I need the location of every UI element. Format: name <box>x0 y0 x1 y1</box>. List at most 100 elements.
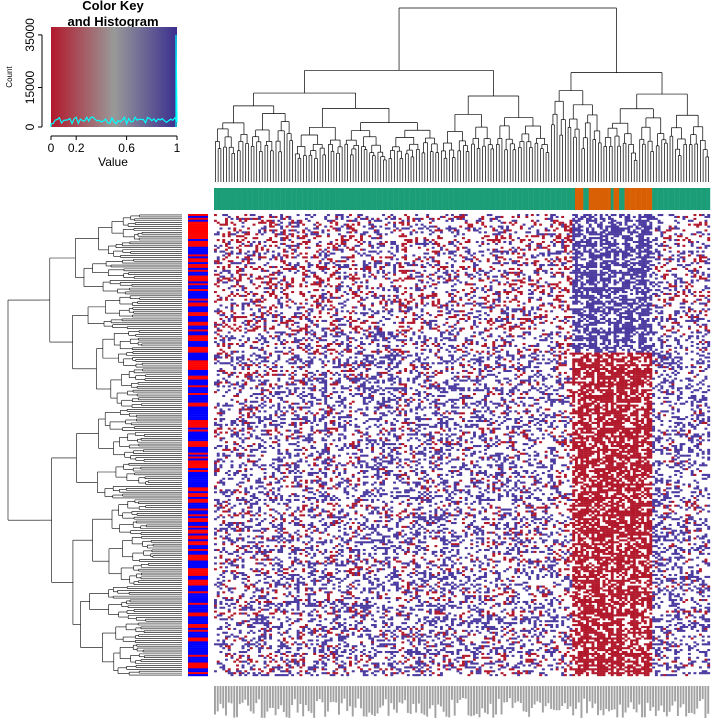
column-side-cell <box>632 188 636 210</box>
heatmap-cell <box>249 291 253 294</box>
heatmap-cell <box>497 233 501 236</box>
heatmap-cell <box>373 237 377 240</box>
heatmap-cell <box>302 271 306 274</box>
heatmap-cell <box>351 223 355 226</box>
heatmap-cell <box>608 269 611 272</box>
heatmap-cell <box>558 267 562 270</box>
column-side-cell <box>357 188 361 210</box>
heatmap-cell <box>329 308 333 311</box>
heatmap-cell <box>506 229 509 232</box>
heatmap-cell <box>478 269 482 272</box>
heatmap-cell <box>643 296 647 299</box>
heatmap-cell <box>445 248 449 251</box>
heatmap-cell <box>437 281 441 284</box>
heatmap-cell <box>324 271 328 274</box>
heatmap-cell <box>654 289 658 292</box>
heatmap-cell <box>613 269 617 272</box>
heatmap-cell <box>701 254 705 257</box>
heatmap-cell <box>597 223 600 226</box>
heatmap-cell <box>233 229 237 232</box>
heatmap-cell <box>236 292 239 296</box>
heatmap-cell <box>448 252 452 255</box>
heatmap-cell <box>547 302 551 305</box>
heatmap-cell <box>285 283 289 286</box>
heatmap-cell <box>236 304 239 307</box>
heatmap-cell <box>536 235 540 238</box>
heatmap-cell <box>550 217 554 220</box>
heatmap-cell <box>249 262 253 265</box>
heatmap-cell <box>409 275 413 278</box>
heatmap-cell <box>346 258 350 261</box>
heatmap-cell <box>660 281 664 284</box>
heatmap-cell <box>252 283 256 286</box>
heatmap-cell <box>586 231 589 234</box>
heatmap-cell <box>459 298 463 301</box>
heatmap-cell <box>707 214 711 217</box>
heatmap-cell <box>641 256 645 259</box>
heatmap-cell <box>398 235 402 238</box>
heatmap-cell <box>608 246 611 249</box>
heatmap-cell <box>594 242 598 245</box>
heatmap-cell <box>324 217 328 220</box>
heatmap-cell <box>500 256 504 259</box>
heatmap-cell <box>572 227 576 230</box>
heatmap-cell <box>649 260 653 263</box>
heatmap-cell <box>371 246 374 249</box>
heatmap-cell <box>503 229 507 232</box>
heatmap-cell <box>583 269 587 272</box>
heatmap-cell <box>635 240 639 244</box>
column-side-cell <box>266 188 270 210</box>
heatmap-cell <box>296 246 300 249</box>
heatmap-cell <box>230 246 234 249</box>
heatmap-cell <box>627 281 631 284</box>
column-side-cell <box>362 188 366 210</box>
heatmap-cell <box>514 308 518 311</box>
heatmap-cell <box>627 279 631 282</box>
heatmap-cell <box>379 262 383 265</box>
heatmap-cell <box>594 248 598 251</box>
row-side-cell <box>188 633 208 636</box>
heatmap-cell <box>285 250 289 253</box>
heatmap-cell <box>390 258 394 261</box>
heatmap-cell <box>252 300 256 303</box>
heatmap-cell <box>379 244 383 247</box>
heatmap-cell <box>616 254 620 257</box>
heatmap-cell <box>467 298 471 301</box>
heatmap-cell <box>453 289 457 292</box>
heatmap-cell <box>481 279 485 282</box>
heatmap-cell <box>497 298 501 301</box>
column-side-cell <box>214 188 217 210</box>
heatmap-cell <box>698 291 702 294</box>
heatmap-cell <box>619 227 622 230</box>
heatmap-cell <box>376 271 380 274</box>
heatmap-cell <box>448 240 452 244</box>
heatmap-cell <box>671 267 675 270</box>
heatmap-cell <box>668 269 672 272</box>
heatmap-cell <box>315 221 319 224</box>
heatmap-cell <box>577 250 581 253</box>
column-side-cell <box>693 188 697 210</box>
heatmap-cell <box>544 246 548 249</box>
heatmap-cell <box>420 265 424 269</box>
heatmap-cell <box>304 240 308 244</box>
heatmap-cell <box>630 237 633 240</box>
heatmap-cell <box>332 296 336 299</box>
heatmap-cell <box>434 304 438 307</box>
heatmap-cell <box>616 291 620 294</box>
heatmap-cell <box>274 296 278 299</box>
heatmap-cell <box>649 289 653 292</box>
heatmap-cell <box>613 225 617 228</box>
heatmap-cell <box>382 275 385 278</box>
heatmap-cell <box>307 246 311 249</box>
heatmap-cell <box>404 287 408 290</box>
heatmap-cell <box>649 256 653 259</box>
heatmap-cell <box>665 269 669 272</box>
heatmap-cell <box>393 267 397 270</box>
heatmap-cell <box>552 264 556 267</box>
column-side-cell <box>508 188 512 210</box>
column-side-cell <box>563 188 567 210</box>
heatmap-cell <box>602 254 606 257</box>
heatmap-cell <box>566 252 570 255</box>
heatmap-cell <box>371 223 374 226</box>
heatmap-cell <box>335 242 339 245</box>
